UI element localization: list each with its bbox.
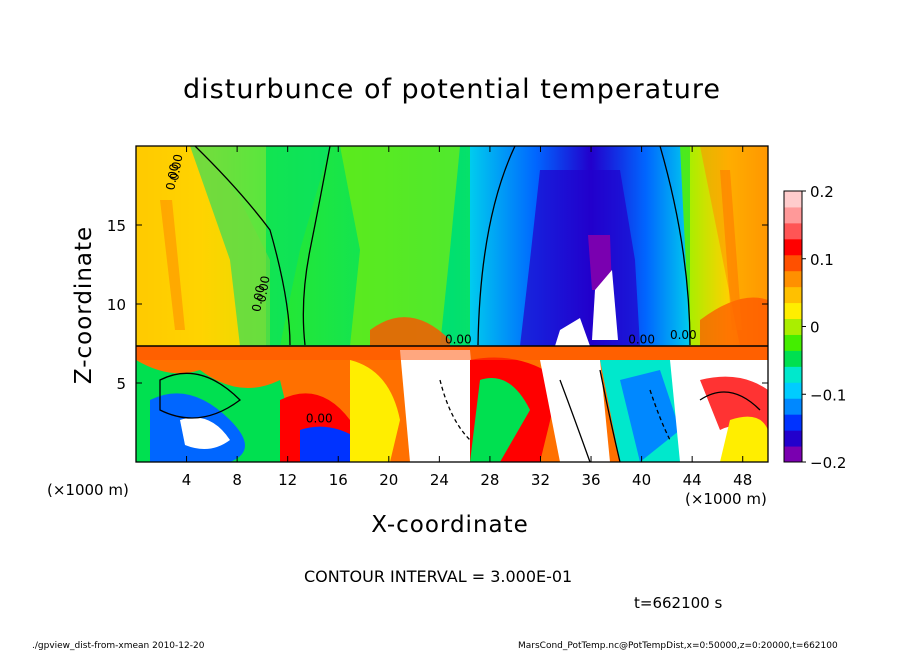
contour-value-label: 0.00 [628, 333, 655, 347]
x-tick-label: 16 [329, 471, 348, 489]
x-tick-label: 32 [531, 471, 550, 489]
contour-value-label: 0.00 [163, 163, 181, 192]
x-tick-label: 20 [379, 471, 398, 489]
x-axis-label: X-coordinate [371, 512, 529, 538]
footer-data-source: MarsCond_PotTemp.nc@PotTempDist,x=0:5000… [518, 641, 838, 651]
colorbar: 0.2 0.1 0 −0.1 −0.2 [783, 183, 846, 472]
contour-value-label: 0.00 [670, 328, 697, 342]
colorbar-tick-label: 0.1 [810, 251, 834, 269]
footer-script-name: ./gpview_dist-from-xmean 2010-12-20 [32, 641, 205, 651]
x-tick-label: 8 [232, 471, 242, 489]
contour-interval-label: CONTOUR INTERVAL = 3.000E-01 [304, 567, 573, 586]
colorbar-tick-label: −0.1 [810, 386, 846, 404]
colorbar-swatch [784, 366, 802, 383]
colorbar-swatch [784, 398, 802, 415]
y-tick-label: 5 [116, 375, 126, 393]
y-tick-label: 10 [107, 296, 126, 314]
contour-value-label: 0.00 [249, 284, 267, 313]
contour-labels: 0.000.000.000.000.000.00 0.00 0.00 [163, 153, 696, 425]
x-tick-label: 12 [278, 471, 297, 489]
x-tick-label: 44 [683, 471, 702, 489]
y-axis: 5 10 15 [107, 217, 768, 393]
chart-title: disturbunce of potential temperature [183, 74, 721, 105]
colorbar-swatch [784, 318, 802, 335]
colorbar-swatch [784, 446, 802, 463]
colorbar-swatch [784, 206, 802, 224]
colorbar-swatch [784, 254, 802, 272]
y-tick-label: 15 [107, 217, 126, 235]
contour-value-label: 0.00 [167, 153, 185, 182]
colorbar-tick-label: 0.2 [810, 183, 834, 201]
x-tick-label: 28 [480, 471, 499, 489]
colorbar-tick-label: 0 [810, 319, 820, 337]
colorbar-swatch [784, 430, 802, 447]
x-tick-label: 36 [581, 471, 600, 489]
colorbar-swatch [784, 414, 802, 431]
contour-value-label: 0.00 [254, 275, 272, 304]
x-tick-label: 48 [733, 471, 752, 489]
colorbar-swatch [784, 191, 802, 208]
colorbar-swatch [784, 270, 802, 288]
colorbar-swatch [784, 286, 802, 304]
contour-value-label: 0.00 [306, 412, 333, 426]
x-tick-label: 40 [632, 471, 651, 489]
colorbar-swatch [784, 350, 802, 367]
y-axis-unit: (×1000 m) [47, 481, 129, 499]
colorbar-swatch [784, 222, 802, 240]
colorbar-swatch [784, 302, 802, 320]
y-axis-label: Z-coordinate [71, 225, 97, 385]
colorbar-swatch [784, 238, 802, 256]
time-label: t=662100 s [634, 594, 723, 612]
x-tick-label: 24 [430, 471, 449, 489]
heatmap-field [136, 146, 768, 462]
colorbar-swatch [784, 382, 802, 399]
contour-value-label: 0.00 [445, 333, 472, 347]
colorbar-tick-label: −0.2 [810, 454, 846, 472]
x-axis: 4 8 12 16 20 24 28 32 36 40 44 48 [182, 146, 752, 489]
x-axis-unit: (×1000 m) [685, 490, 767, 508]
colorbar-swatch [784, 334, 802, 351]
x-tick-label: 4 [182, 471, 192, 489]
